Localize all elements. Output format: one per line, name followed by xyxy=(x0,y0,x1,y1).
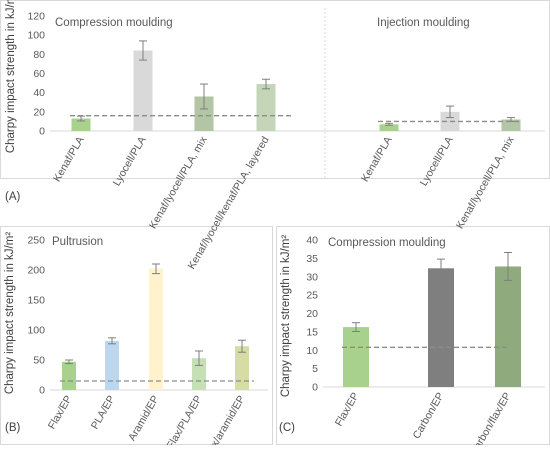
panel-c-y-tick-label: 0 xyxy=(312,382,318,394)
panel-c-y-tick-label: 30 xyxy=(306,271,318,283)
panel-a-label: (A) xyxy=(5,191,21,203)
panel-a-compression-x-tick-label: Kenaf/lyocell/PLA, mix xyxy=(147,134,210,231)
panel-a-y-tick-label: 80 xyxy=(33,49,45,61)
panel-a-y-tick-label: 0 xyxy=(39,126,45,138)
panel-b-bar xyxy=(149,268,163,390)
panel-c-y-tick-label: 5 xyxy=(312,363,318,375)
panel-a-title-injection: Injection moulding xyxy=(377,17,470,29)
panel-b-y-tick-label: 200 xyxy=(27,265,45,277)
panel-c-bar xyxy=(343,327,369,387)
panel-a-y-tick-label: 60 xyxy=(33,68,45,80)
panel-c-x-tick-label: Carbon/EP xyxy=(411,391,447,441)
panel-b-bar xyxy=(62,361,76,390)
panel-a-compression-x-tick-label: Kenaf/PLA xyxy=(51,135,86,184)
panel-a-y-axis-label: Charpy impact strength in kJ/m² xyxy=(5,0,17,153)
panel-a-y-tick-label: 40 xyxy=(33,87,45,99)
panel-c-y-tick-label: 25 xyxy=(306,290,318,302)
panel-a-y-tick-label: 120 xyxy=(27,11,45,23)
panel-a-injection-bar xyxy=(501,119,521,131)
panel-a-injection-bar xyxy=(379,124,399,131)
panel-b-title: Pultrusion xyxy=(52,236,103,248)
panel-c-x-tick-label: Flax/EP xyxy=(333,391,362,429)
panel-c-label: (C) xyxy=(279,422,295,434)
panel-b-bar xyxy=(235,346,249,390)
panel-a-compression-bar xyxy=(133,50,153,131)
panel-b-x-tick-label: Flax/EP xyxy=(46,394,75,432)
panel-c-title: Compression moulding xyxy=(328,237,446,249)
panel-a-compression-bar xyxy=(194,96,214,131)
panel-b-y-tick-label: 150 xyxy=(27,295,45,307)
panel-b-y-tick-label: 250 xyxy=(27,235,45,247)
panel-a-injection-x-tick-label: Kenaf/lyocell/PLA, mix xyxy=(454,134,517,231)
panel-b-x-tick-label: Aramid/EP xyxy=(126,394,161,443)
panel-c-y-axis-label: Charpy impact strength in kJ/m² xyxy=(280,235,292,398)
panel-b-x-tick-label: Flax/aramid/EP xyxy=(201,394,247,446)
panel-a-compression-bar xyxy=(71,118,91,131)
panel-b-x-tick-label: PLA/EP xyxy=(89,394,118,432)
panel-b-x-tick-label: Flax/PLA/EP xyxy=(164,394,204,446)
panel-c-y-tick-label: 35 xyxy=(306,253,318,265)
panel-c-x-tick-label: Carbon/flax/EP xyxy=(468,391,514,446)
panel-b-bar xyxy=(192,358,206,390)
panel-c-bar xyxy=(495,266,521,387)
panel-b-bar xyxy=(105,340,119,390)
panel-b-y-axis-label: Charpy impact strength in kJ/m² xyxy=(4,232,16,395)
panel-a-injection-x-tick-label: Lyocell/PLA xyxy=(418,135,456,189)
panel-c-y-tick-label: 10 xyxy=(306,345,318,357)
panel-a-y-tick-label: 20 xyxy=(33,106,45,118)
panel-c-y-tick-label: 40 xyxy=(306,235,318,247)
panel-a-compression-bar xyxy=(256,84,276,131)
panel-b-label: (B) xyxy=(5,422,21,434)
panel-b-y-tick-label: 100 xyxy=(27,325,45,337)
panel-a-y-tick-label: 100 xyxy=(27,30,45,42)
panel-a-compression-x-tick-label: Lyocell/PLA xyxy=(111,135,149,189)
panel-c-bar xyxy=(428,268,454,387)
panel-c-y-tick-label: 15 xyxy=(306,326,318,338)
panel-a-injection-x-tick-label: Kenaf/PLA xyxy=(359,135,394,184)
panel-b-y-tick-label: 0 xyxy=(39,385,45,397)
panel-c-y-tick-label: 20 xyxy=(306,308,318,320)
panel-a-title-compression: Compression moulding xyxy=(55,17,173,29)
panel-b-y-tick-label: 50 xyxy=(33,355,45,367)
